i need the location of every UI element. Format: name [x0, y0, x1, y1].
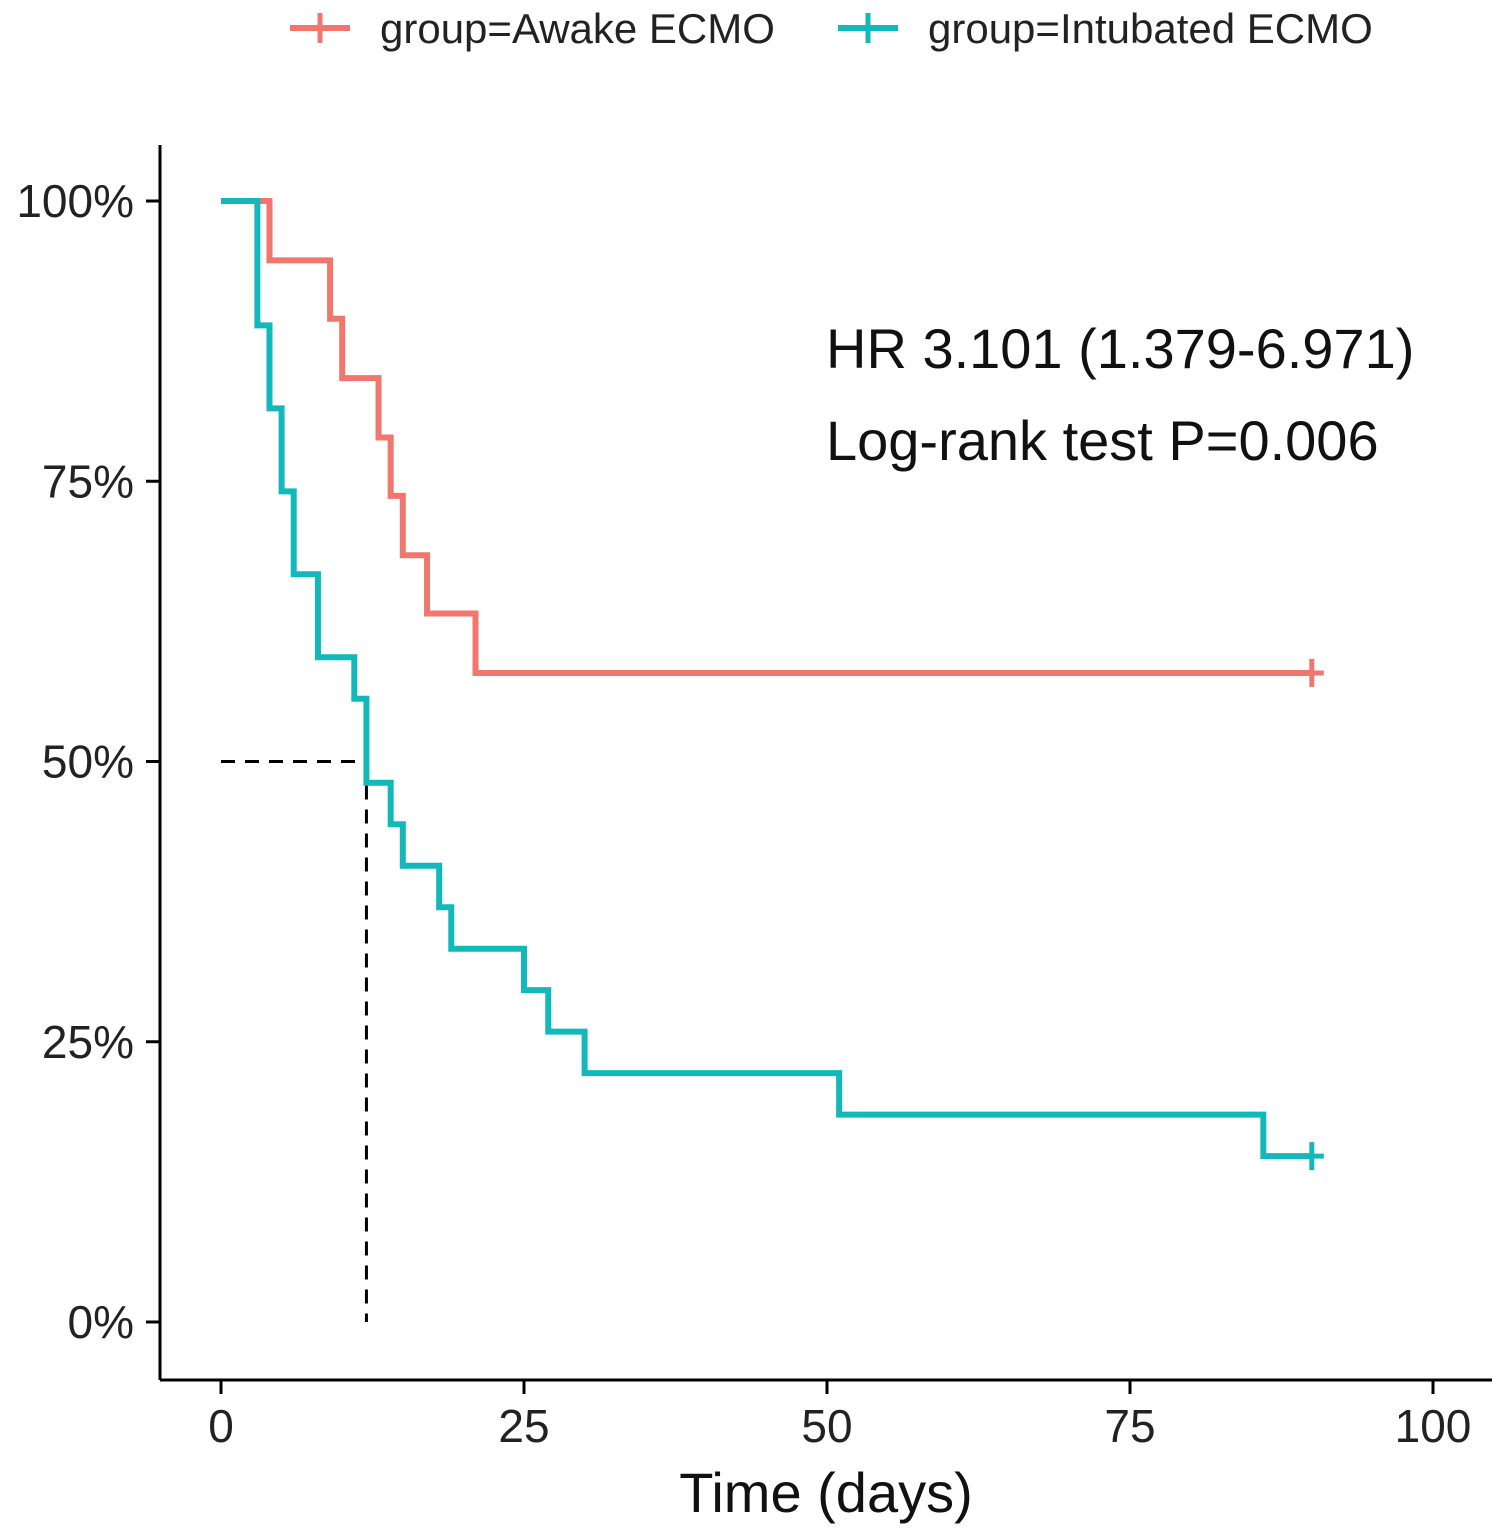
y-tick-label-1: 25% — [42, 1016, 134, 1068]
x-tick-label-4: 100 — [1395, 1400, 1472, 1452]
x-tick-label-3: 75 — [1104, 1400, 1155, 1452]
hazard-ratio-annotation: HR 3.101 (1.379-6.971) — [826, 317, 1414, 380]
median-lines — [221, 760, 368, 1322]
axes: 0 25 50 75 100 0% 25% 50% 75% 100% — [16, 145, 1492, 1452]
y-tick-label-4: 100% — [16, 175, 134, 227]
x-tick-label-1: 25 — [498, 1400, 549, 1452]
x-axis-title: Time (days) — [679, 1461, 973, 1524]
survival-curves — [221, 198, 1324, 1171]
y-tick-label-0: 0% — [68, 1296, 134, 1348]
x-ticks: 0 25 50 75 100 — [208, 1380, 1471, 1452]
legend: group=Awake ECMO group=Intubated ECMO — [290, 5, 1373, 52]
y-tick-label-3: 75% — [42, 455, 134, 507]
log-rank-annotation: Log-rank test P=0.006 — [826, 409, 1379, 472]
legend-label-intubated: group=Intubated ECMO — [928, 5, 1373, 52]
y-ticks: 0% 25% 50% 75% 100% — [16, 175, 160, 1348]
x-tick-label-2: 50 — [801, 1400, 852, 1452]
survival-curve-1 — [221, 198, 1312, 1160]
survival-curve-0 — [221, 198, 1312, 676]
legend-label-awake: group=Awake ECMO — [380, 5, 775, 52]
x-tick-label-0: 0 — [208, 1400, 234, 1452]
y-tick-label-2: 50% — [42, 736, 134, 788]
